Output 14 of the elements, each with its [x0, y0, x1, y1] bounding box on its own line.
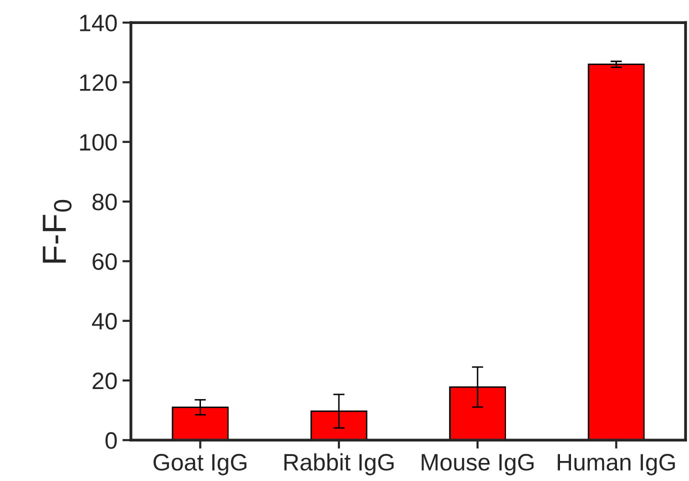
y-tick-label: 0 [106, 432, 117, 449]
bar [588, 64, 645, 440]
y-tick-label: 120 [80, 74, 117, 92]
y-tick-label: 100 [80, 134, 117, 151]
x-tick-label: Mouse IgG [422, 454, 534, 476]
x-tick-label: Goat IgG [154, 454, 246, 476]
y-axis-title: F-F$_{0}$ [42, 200, 72, 263]
y-tick-label: 140 [80, 14, 117, 32]
y-tick-label: 80 [92, 194, 117, 210]
y-tick-label: 40 [92, 312, 117, 330]
x-tick-label: Rabbit IgG [284, 453, 394, 476]
y-tick-label: 60 [92, 253, 117, 270]
y-tick-label: 20 [92, 372, 117, 390]
x-tick-label: Human IgG [558, 454, 675, 476]
